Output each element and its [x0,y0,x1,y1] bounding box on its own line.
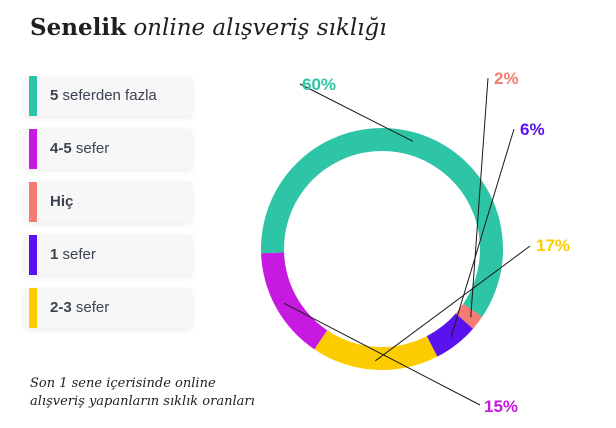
leader-line [470,77,489,318]
legend-label: Hiç [50,193,74,210]
donut-slice [426,313,474,357]
legend-item-2-3-sefer: 2-3 sefer [24,288,192,328]
percent-label: 2% [494,69,519,88]
legend: 5 seferden fazla 4-5 sefer Hiç 1 sefer 2… [24,76,192,341]
legend-item-4-5-sefer: 4-5 sefer [24,129,192,169]
legend-item-1-sefer: 1 sefer [24,235,192,275]
percent-labels: 2% 6% 17% 15% 60% [302,69,570,416]
legend-swatch [29,182,37,222]
percent-label: 60% [302,75,336,94]
legend-swatch [29,288,37,328]
title-strong: Senelik [30,14,127,41]
leader-line [283,302,481,406]
leader-lines [283,77,531,406]
percent-label: 17% [536,236,570,255]
legend-label: 5 seferden fazla [50,87,157,104]
donut-slices [261,127,504,370]
percent-label: 6% [520,120,545,139]
leader-line [450,128,515,338]
chart-title: Senelik online alışveriş sıklığı [30,14,387,41]
leader-line [299,83,414,142]
donut-slice [314,330,438,370]
legend-label: 4-5 sefer [50,140,110,157]
legend-swatch [29,235,37,275]
donut-slice [455,303,483,329]
legend-item-5-seferden-fazla: 5 seferden fazla [24,76,192,116]
caption-line-1: Son 1 sene içerisinde online [30,376,216,391]
legend-label: 2-3 sefer [50,299,110,316]
chart-caption: Son 1 sene içerisinde online alışveriş y… [30,375,300,411]
legend-item-hic: Hiç [24,182,192,222]
legend-label: 1 sefer [50,246,96,263]
leader-line [375,245,531,362]
percent-label: 15% [484,397,518,416]
donut-slice [261,127,504,317]
title-rest: online alışveriş sıklığı [133,15,387,41]
legend-swatch [29,129,37,169]
caption-line-2: alışveriş yapanların sıklık oranları [30,394,255,409]
donut-slice [261,252,328,350]
legend-swatch [29,76,37,116]
